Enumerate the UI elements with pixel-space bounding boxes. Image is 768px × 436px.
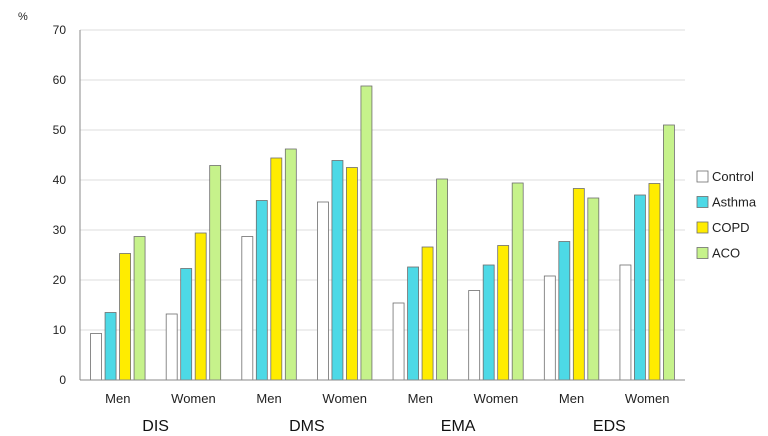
legend-swatch-asthma [696,196,709,208]
bar-asthma-1 [104,312,117,381]
bar-aco-3 [284,148,297,381]
bars [90,85,675,381]
x-axis-category-labels: Men Women Men Women Men Women Men Women [105,391,669,406]
legend-label-control: Control [712,169,754,184]
y-tick-label: 0 [59,373,66,387]
bar-control-6 [468,290,481,381]
bar-asthma-6 [482,264,495,381]
y-axis-unit-label: % [18,11,28,23]
bar-control-4 [317,201,329,381]
bar-copd-7 [572,188,585,381]
x-axis-group-labels: DIS DMS EMA EDS [142,418,626,435]
bar-copd-6 [497,245,510,381]
legend-label-asthma: Asthma [712,195,757,210]
bar-aco-5 [436,178,448,381]
bar-control-7 [543,275,556,381]
bar-asthma-2 [180,268,193,381]
bar-aco-8 [663,124,675,381]
bar-asthma-5 [407,266,419,381]
bar-control-1 [90,333,102,381]
x-tick-label: Men [559,391,584,406]
legend-swatch-copd [696,221,709,234]
legend-swatch-aco [696,247,709,259]
bar-copd-5 [421,246,434,381]
bar-asthma-3 [255,200,268,381]
bar-copd-3 [270,157,283,381]
bar-asthma-4 [331,160,344,381]
legend-swatch-control [696,170,709,183]
legend: Control Asthma COPD ACO [696,169,757,261]
x-group-label: DIS [142,418,169,435]
y-tick-label: 70 [53,23,67,37]
x-tick-label: Men [408,391,433,406]
bar-control-2 [165,313,178,381]
bar-copd-8 [648,183,661,381]
bar-copd-2 [194,232,207,381]
legend-label-copd: COPD [712,220,750,235]
y-tick-label: 60 [53,73,67,87]
x-tick-label: Women [625,391,670,406]
bar-copd-4 [346,167,358,381]
bar-control-5 [392,302,405,381]
x-group-label: DMS [289,418,325,435]
y-tick-label: 40 [53,173,67,187]
y-tick-label: 50 [53,123,67,137]
bar-control-3 [241,236,254,381]
y-tick-label: 30 [53,223,67,237]
x-tick-label: Men [105,391,130,406]
bar-control-8 [619,264,632,381]
y-axis-ticks: 0 10 20 30 40 50 60 70 [53,23,67,387]
bar-aco-1 [133,236,146,381]
legend-label-aco: ACO [712,246,740,261]
x-tick-label: Women [474,391,519,406]
bar-aco-4 [360,85,373,381]
x-tick-label: Men [256,391,281,406]
x-group-label: EDS [593,418,626,435]
bar-aco-2 [209,165,222,381]
axes [79,30,685,381]
bar-copd-1 [119,253,131,381]
x-tick-label: Women [322,391,367,406]
y-tick-label: 10 [53,323,67,337]
bar-aco-7 [587,197,600,381]
bar-aco-6 [511,182,524,381]
bar-asthma-7 [558,241,571,381]
y-tick-label: 20 [53,273,67,287]
x-group-label: EMA [441,418,476,435]
bar-asthma-8 [634,194,646,381]
x-tick-label: Women [171,391,216,406]
